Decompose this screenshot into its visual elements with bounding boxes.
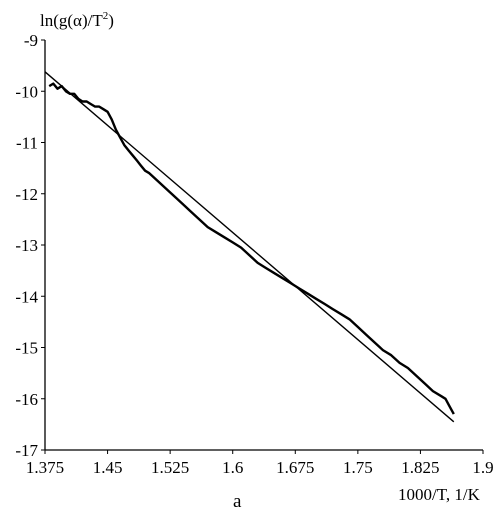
x-tick-label: 1.825 [401,458,439,477]
x-tick-label: 1.9 [472,458,493,477]
y-tick-label: -11 [16,134,38,153]
y-tick-label: -14 [15,287,38,306]
series-line-experimental [48,82,455,415]
axes [44,40,483,451]
x-axis-title: 1000/T, 1/K [398,485,481,504]
y-tick-label: -15 [15,339,38,358]
y-tick-label: -13 [15,236,38,255]
x-ticks: 1.375 1.45 1.525 1.6 1.675 1.75 1.825 1.9 [26,450,494,477]
y-axis-title-close: ) [108,11,114,30]
x-tick-label: 1.675 [276,458,314,477]
y-tick-label: -17 [15,441,38,460]
y-axis-title-sup: 2 [103,10,109,22]
x-tick-label: 1.525 [151,458,189,477]
x-tick-label: 1.45 [93,458,123,477]
x-tick-label: 1.6 [222,458,243,477]
y-ticks: -9 -10 -11 -12 -13 -14 -15 -16 -17 [15,31,45,460]
series-group [44,71,455,423]
y-tick-label: -10 [15,82,38,101]
y-tick-label: -16 [15,390,38,409]
y-axis-title: ln(g(α)/T2) [40,10,114,30]
x-tick-label: 1.375 [26,458,64,477]
figure-caption: a [233,491,242,511]
y-tick-label: -12 [15,185,38,204]
y-tick-label: -9 [24,31,38,50]
series-line-fit [44,71,455,423]
y-axis-title-main: ln(g(α)/T [40,11,103,30]
x-tick-label: 1.75 [343,458,373,477]
